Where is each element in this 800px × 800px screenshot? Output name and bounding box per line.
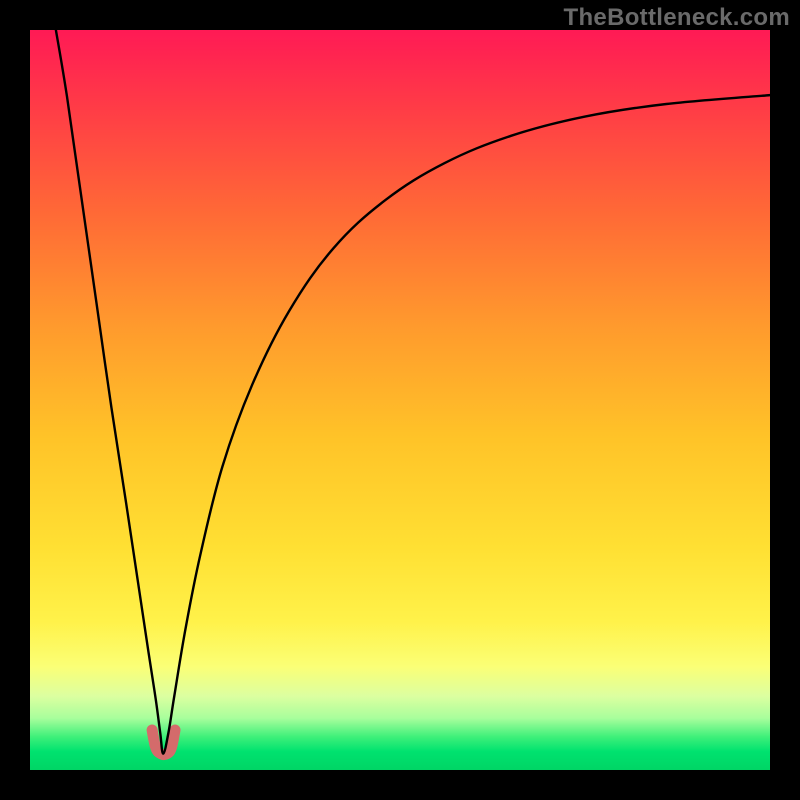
bottleneck-curve <box>56 30 770 754</box>
plot-svg <box>30 30 770 770</box>
watermark-text: TheBottleneck.com <box>564 4 790 32</box>
trough-marker <box>152 730 175 754</box>
plot-area <box>30 30 770 770</box>
